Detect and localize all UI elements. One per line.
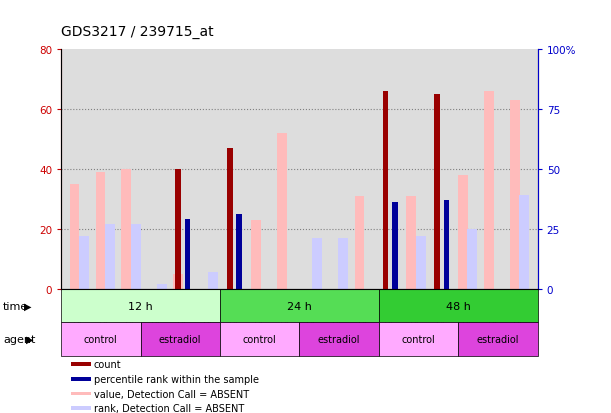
Bar	[174, 274, 183, 289]
Bar	[95, 172, 105, 289]
Bar	[415, 236, 425, 289]
Text: control: control	[84, 335, 118, 344]
Text: control: control	[401, 335, 436, 344]
FancyBboxPatch shape	[141, 323, 220, 356]
FancyBboxPatch shape	[458, 323, 538, 356]
Text: estradiol: estradiol	[318, 335, 360, 344]
Text: percentile rank within the sample: percentile rank within the sample	[94, 374, 259, 384]
Bar	[338, 239, 348, 289]
Text: 48 h: 48 h	[446, 301, 470, 311]
Bar	[444, 200, 449, 289]
FancyBboxPatch shape	[299, 323, 379, 356]
FancyBboxPatch shape	[71, 377, 90, 381]
Bar	[131, 224, 141, 289]
Bar	[105, 224, 115, 289]
Bar	[354, 196, 364, 289]
Bar	[406, 196, 416, 289]
Bar	[236, 215, 242, 289]
Text: 24 h: 24 h	[287, 301, 312, 311]
Text: estradiol: estradiol	[477, 335, 519, 344]
Bar	[227, 148, 233, 289]
Text: control: control	[243, 335, 277, 344]
FancyBboxPatch shape	[71, 406, 90, 410]
Bar	[122, 169, 131, 289]
Text: time: time	[3, 301, 28, 311]
FancyBboxPatch shape	[220, 289, 379, 323]
Bar	[208, 272, 218, 289]
Bar	[458, 176, 468, 289]
Bar	[312, 239, 322, 289]
Bar	[519, 196, 529, 289]
FancyBboxPatch shape	[61, 323, 141, 356]
Bar	[185, 220, 191, 289]
Bar	[251, 220, 261, 289]
Bar	[156, 284, 167, 289]
FancyBboxPatch shape	[71, 392, 90, 395]
Text: ▶: ▶	[26, 335, 33, 344]
Text: count: count	[94, 359, 122, 369]
Text: value, Detection Call = ABSENT: value, Detection Call = ABSENT	[94, 389, 249, 399]
FancyBboxPatch shape	[61, 289, 220, 323]
FancyBboxPatch shape	[379, 323, 458, 356]
Bar	[434, 95, 440, 289]
Bar	[392, 203, 398, 289]
Bar	[79, 236, 89, 289]
Bar	[484, 91, 494, 289]
Bar	[175, 169, 181, 289]
Bar	[467, 229, 477, 289]
Bar	[277, 133, 287, 289]
Text: ▶: ▶	[24, 301, 32, 311]
FancyBboxPatch shape	[220, 323, 299, 356]
Text: estradiol: estradiol	[159, 335, 202, 344]
FancyBboxPatch shape	[379, 289, 538, 323]
Bar	[510, 100, 520, 289]
Bar	[70, 184, 79, 289]
Text: rank, Detection Call = ABSENT: rank, Detection Call = ABSENT	[94, 404, 244, 413]
FancyBboxPatch shape	[71, 362, 90, 366]
Text: agent: agent	[3, 335, 35, 344]
Text: 12 h: 12 h	[128, 301, 153, 311]
Text: GDS3217 / 239715_at: GDS3217 / 239715_at	[61, 25, 214, 39]
Bar	[382, 91, 388, 289]
